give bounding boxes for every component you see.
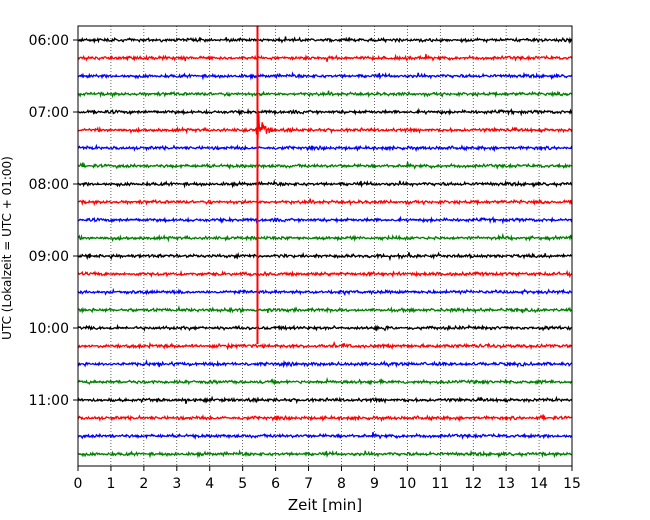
plot-frame <box>77 25 573 467</box>
trace-row <box>77 304 573 314</box>
x-tick-label: 4 <box>205 476 214 492</box>
trace-row <box>77 376 573 386</box>
y-axis: 06:00 07:00 08:00 09:00 10:00 11:00 <box>29 33 78 409</box>
trace-row <box>77 414 573 423</box>
trace-row <box>77 251 573 262</box>
trace-row <box>77 215 573 225</box>
trace-row <box>77 90 573 99</box>
x-tick-label: 3 <box>172 476 181 492</box>
y-tick-label: 10:00 <box>29 321 69 337</box>
trace-row <box>77 287 573 296</box>
x-tick-label: 15 <box>563 476 581 492</box>
x-tick-label: 13 <box>497 476 515 492</box>
x-tick-label: 10 <box>398 476 416 492</box>
x-tick-label: 0 <box>74 476 83 492</box>
x-tick-label: 5 <box>238 476 247 492</box>
x-tick-label: 7 <box>304 476 313 492</box>
trace-row <box>77 143 573 153</box>
x-tick-label: 9 <box>370 476 379 492</box>
y-tick-label: 07:00 <box>29 105 69 121</box>
trace-row <box>77 232 573 243</box>
trace-row <box>77 36 573 45</box>
x-tick-label: 11 <box>431 476 449 492</box>
trace-row <box>77 323 573 332</box>
x-tick-label: 8 <box>337 476 346 492</box>
x-tick-label: 12 <box>464 476 482 492</box>
y-axis-title: UTC (Lokalzeit = UTC + 01:00) <box>0 156 14 340</box>
trace-row <box>77 107 573 117</box>
y-tick-label: 06:00 <box>29 33 69 49</box>
trace-row <box>77 269 573 279</box>
x-axis: 0 1 2 3 4 5 6 7 8 9 10 11 12 13 14 15 <box>74 466 581 492</box>
trace-row <box>77 359 573 369</box>
trace-row <box>77 431 573 441</box>
x-tick-label: 14 <box>530 476 548 492</box>
trace-row <box>77 161 573 171</box>
x-tick-label: 6 <box>271 476 280 492</box>
traces <box>77 36 573 459</box>
trace-row <box>77 53 573 62</box>
trace-row <box>77 71 573 81</box>
trace-row <box>77 198 573 207</box>
trace-row <box>77 395 573 405</box>
x-tick-label: 2 <box>139 476 148 492</box>
grid <box>110 26 540 466</box>
x-tick-label: 1 <box>106 476 115 492</box>
trace-row <box>77 179 573 189</box>
trace-row <box>77 340 573 351</box>
y-tick-label: 08:00 <box>29 177 69 193</box>
trace-row <box>77 112 573 139</box>
plot-area-background <box>78 26 572 466</box>
x-axis-title: Zeit [min] <box>288 496 362 514</box>
y-tick-label: 11:00 <box>29 393 69 409</box>
y-tick-label: 09:00 <box>29 249 69 265</box>
trace-row <box>77 449 573 459</box>
